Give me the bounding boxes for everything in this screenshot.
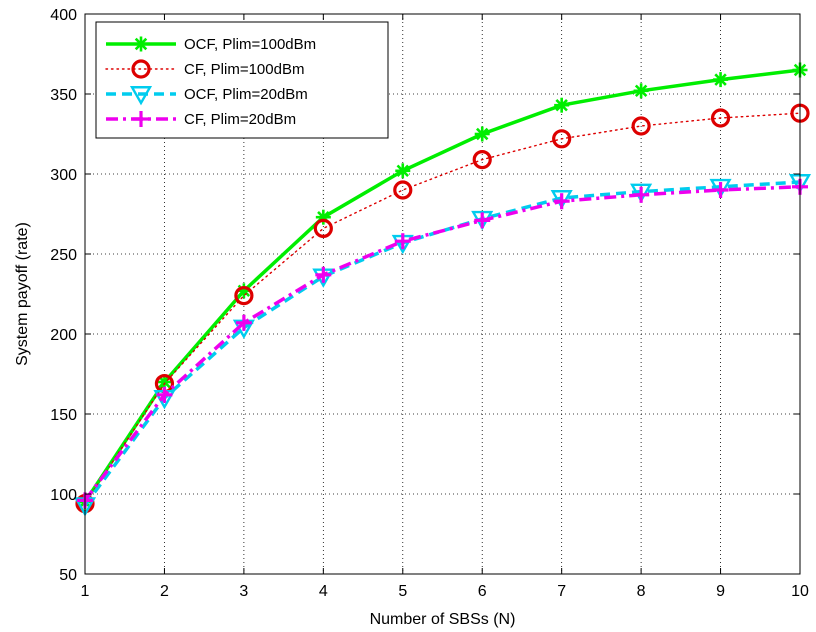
- legend-label: OCF, Plim=20dBm: [184, 86, 308, 103]
- y-tick-label: 300: [50, 167, 77, 184]
- x-tick-label: 8: [637, 583, 646, 600]
- data-point: [313, 218, 333, 238]
- x-tick-labels: 1 2 3 4 5 6 7 8 9 10: [81, 583, 809, 600]
- legend-label: CF, Plim=20dBm: [184, 111, 296, 128]
- data-point: [234, 286, 254, 306]
- y-tick-label: 150: [50, 407, 77, 424]
- series-3: [73, 174, 812, 517]
- data-point: [709, 178, 732, 199]
- series-line-4: [83, 185, 801, 502]
- x-tick-label: 1: [81, 583, 90, 600]
- data-point: [710, 108, 731, 128]
- data-point: [395, 163, 411, 179]
- data-point: [315, 266, 332, 283]
- series-4: [77, 178, 808, 509]
- data-point: [156, 386, 173, 403]
- data-point: [474, 126, 490, 142]
- legend: OCF, Plim=100dBm CF, Plim=100dBm OCF, Plim…: [95, 21, 389, 139]
- plot-frame: [84, 13, 801, 575]
- x-tick-label: 3: [239, 583, 248, 600]
- data-point: [553, 193, 570, 210]
- series-line-3: [83, 180, 801, 507]
- legend-label: CF, Plim=100dBm: [184, 61, 304, 78]
- series-line-2: [84, 112, 801, 505]
- legend-label: OCF, Plim=100dBm: [184, 36, 316, 53]
- x-tick-label: 2: [160, 583, 169, 600]
- data-point: [713, 72, 729, 88]
- data-point: [633, 186, 650, 203]
- data-point: [552, 129, 572, 149]
- data-point: [474, 212, 491, 229]
- y-tick-label: 400: [50, 7, 77, 24]
- x-tick-label: 10: [791, 583, 809, 600]
- x-tick-label: 9: [716, 583, 725, 600]
- data-point: [472, 150, 492, 170]
- legend-item: CF, Plim=20dBm: [106, 111, 296, 128]
- x-tick-label: 5: [398, 583, 407, 600]
- y-tick-label: 350: [50, 87, 77, 104]
- x-tick-label: 7: [557, 583, 566, 600]
- legend-marker: [133, 36, 149, 52]
- legend-item: OCF, Plim=20dBm: [106, 86, 308, 106]
- legend-marker: [131, 59, 151, 79]
- legend-item: CF, Plim=100dBm: [105, 59, 304, 79]
- data-point: [633, 83, 649, 99]
- data-point: [235, 314, 252, 331]
- y-tick-label: 200: [50, 327, 77, 344]
- data-point: [554, 97, 570, 113]
- data-point: [394, 233, 411, 250]
- x-tick-label: 6: [478, 583, 487, 600]
- data-point: [631, 116, 651, 136]
- legend-marker: [129, 86, 153, 106]
- data-point: [712, 182, 729, 198]
- data-point: [630, 183, 653, 204]
- y-tick-label: 100: [50, 487, 77, 504]
- y-axis-label: System payoff (rate): [14, 222, 31, 366]
- y-tick-labels: 50 100 150 200 250 300 350 400: [50, 7, 77, 584]
- series-layer: [73, 62, 812, 517]
- y-tick-label: 250: [50, 247, 77, 264]
- x-tick-label: 4: [319, 583, 328, 600]
- data-point: [393, 180, 413, 200]
- x-axis-label: Number of SBSs (N): [370, 611, 516, 628]
- y-tick-label: 50: [59, 567, 77, 584]
- legend-item: OCF, Plim=100dBm: [106, 36, 316, 53]
- series-2: [75, 103, 810, 514]
- series-line-1: [83, 68, 801, 503]
- legend-marker: [133, 111, 149, 127]
- axis-ticks: [84, 13, 801, 575]
